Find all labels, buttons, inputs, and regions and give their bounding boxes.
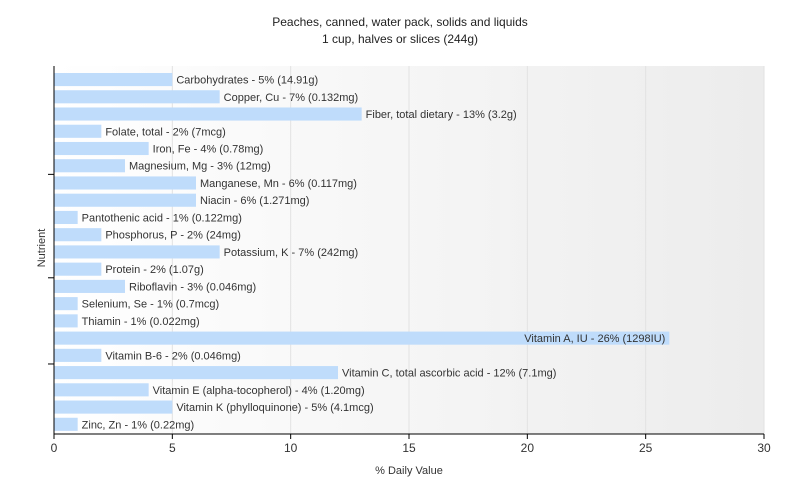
bar-label: Copper, Cu - 7% (0.132mg) bbox=[224, 92, 359, 104]
bar bbox=[54, 400, 173, 414]
bar-label: Protein - 2% (1.07g) bbox=[105, 264, 203, 276]
x-tick-label: 25 bbox=[639, 441, 653, 455]
bar-label: Potassium, K - 7% (242mg) bbox=[224, 247, 359, 259]
bar-label: Iron, Fe - 4% (0.78mg) bbox=[153, 144, 264, 156]
bar bbox=[54, 331, 670, 345]
x-tick-label: 0 bbox=[51, 441, 58, 455]
bar bbox=[54, 107, 362, 121]
bar-label: Niacin - 6% (1.271mg) bbox=[200, 195, 309, 207]
bar bbox=[54, 210, 78, 225]
bar bbox=[54, 297, 78, 311]
y-axis-label: Nutrient bbox=[36, 228, 48, 268]
bar-label: Carbohydrates - 5% (14.91g) bbox=[176, 75, 318, 87]
bar-label: Folate, total - 2% (7mcg) bbox=[105, 126, 225, 138]
axes: 0 5 10 15 20 25 30 bbox=[48, 66, 771, 455]
bar bbox=[54, 417, 78, 431]
bar bbox=[54, 228, 102, 242]
bar-label: Zinc, Zn - 1% (0.22mg) bbox=[82, 419, 194, 431]
bar bbox=[54, 383, 149, 397]
bar-label: Phosphorus, P - 2% (24mg) bbox=[105, 230, 241, 242]
bar bbox=[54, 193, 196, 207]
bars: Carbohydrates - 5% (14.91g) Copper, Cu - … bbox=[54, 73, 670, 431]
bar-label: Vitamin C, total ascorbic acid - 12% (7.… bbox=[342, 368, 556, 380]
bar-label: Selenium, Se - 1% (0.7mcg) bbox=[82, 299, 220, 311]
bar bbox=[54, 141, 149, 156]
chart-title: Peaches, canned, water pack, solids and … bbox=[272, 15, 528, 29]
x-tick-label: 30 bbox=[757, 441, 771, 455]
bar bbox=[54, 279, 125, 293]
grid-lines bbox=[171, 66, 765, 434]
bar bbox=[54, 366, 338, 380]
bar-label: Vitamin B-6 - 2% (0.046mg) bbox=[105, 350, 241, 362]
bar bbox=[54, 245, 220, 259]
bar-label: Manganese, Mn - 6% (0.117mg) bbox=[200, 178, 357, 190]
x-tick-label: 10 bbox=[284, 441, 298, 455]
bar bbox=[54, 348, 102, 362]
bar bbox=[54, 159, 125, 173]
bar-label: Vitamin K (phylloquinone) - 5% (4.1mcg) bbox=[176, 402, 373, 414]
bar-label: Vitamin E (alpha-tocopherol) - 4% (1.20m… bbox=[153, 385, 365, 397]
bar bbox=[54, 262, 102, 276]
bar bbox=[54, 124, 102, 138]
bar bbox=[54, 90, 220, 104]
bar-label: Magnesium, Mg - 3% (12mg) bbox=[129, 161, 271, 173]
bar-label: Fiber, total dietary - 13% (3.2g) bbox=[366, 109, 517, 121]
bar-label: Riboflavin - 3% (0.046mg) bbox=[129, 281, 256, 293]
x-tick-label: 15 bbox=[402, 441, 416, 455]
bar bbox=[54, 314, 78, 328]
x-axis-label: % Daily Value bbox=[375, 465, 443, 477]
bar bbox=[54, 176, 196, 190]
bar-label: Thiamin - 1% (0.022mg) bbox=[82, 316, 200, 328]
x-tick-label: 5 bbox=[169, 441, 176, 455]
chart-subtitle: 1 cup, halves or slices (244g) bbox=[321, 32, 479, 46]
bar-label: Vitamin A, IU - 26% (1298IU) bbox=[524, 333, 665, 345]
bar bbox=[54, 73, 173, 87]
x-tick-label: 20 bbox=[521, 441, 535, 455]
bar-label: Pantothenic acid - 1% (0.122mg) bbox=[82, 212, 242, 224]
